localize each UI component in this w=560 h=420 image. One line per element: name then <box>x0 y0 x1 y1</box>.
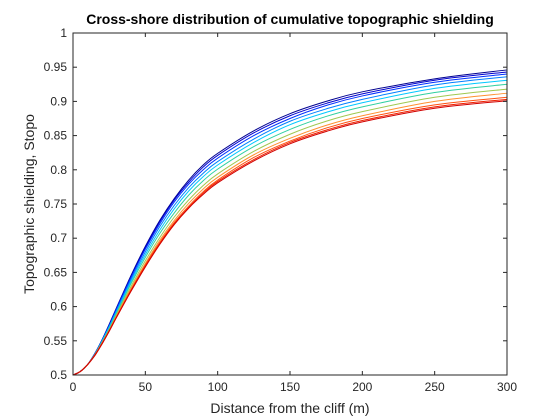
x-tick-label: 200 <box>352 380 372 394</box>
x-tick-label: 0 <box>70 380 77 394</box>
y-tick-label: 0.8 <box>50 163 67 177</box>
y-axis-ticks: 0.5 0.55 0.6 0.65 0.7 0.75 0.8 0.85 0.9 0.95 1 <box>44 26 507 382</box>
y-tick-label: 0.5 <box>50 368 67 382</box>
y-tick-label: 0.85 <box>44 129 68 143</box>
x-tick-label: 150 <box>280 380 300 394</box>
y-tick-label: 0.55 <box>44 334 68 348</box>
y-axis-title: Topographic shielding, Stopo <box>21 114 37 294</box>
x-tick-label: 300 <box>497 380 517 394</box>
y-tick-label: 0.75 <box>44 197 68 211</box>
y-tick-label: 0.95 <box>44 60 68 74</box>
y-tick-label: 0.7 <box>50 231 67 245</box>
x-axis-title: Distance from the cliff (m) <box>210 400 369 416</box>
x-axis-ticks: 0 50 100 150 200 250 300 <box>70 33 517 394</box>
series-line-11 <box>72 100 508 376</box>
x-tick-label: 50 <box>139 380 153 394</box>
y-tick-label: 0.65 <box>44 265 68 279</box>
x-tick-label: 250 <box>425 380 445 394</box>
y-tick-label: 1 <box>60 26 67 40</box>
x-tick-label: 100 <box>208 380 228 394</box>
series-lines <box>72 69 508 376</box>
plot-area <box>73 33 507 375</box>
y-tick-label: 0.9 <box>50 94 67 108</box>
y-tick-label: 0.6 <box>50 300 67 314</box>
chart-title: Cross-shore distribution of cumulative t… <box>86 11 494 27</box>
